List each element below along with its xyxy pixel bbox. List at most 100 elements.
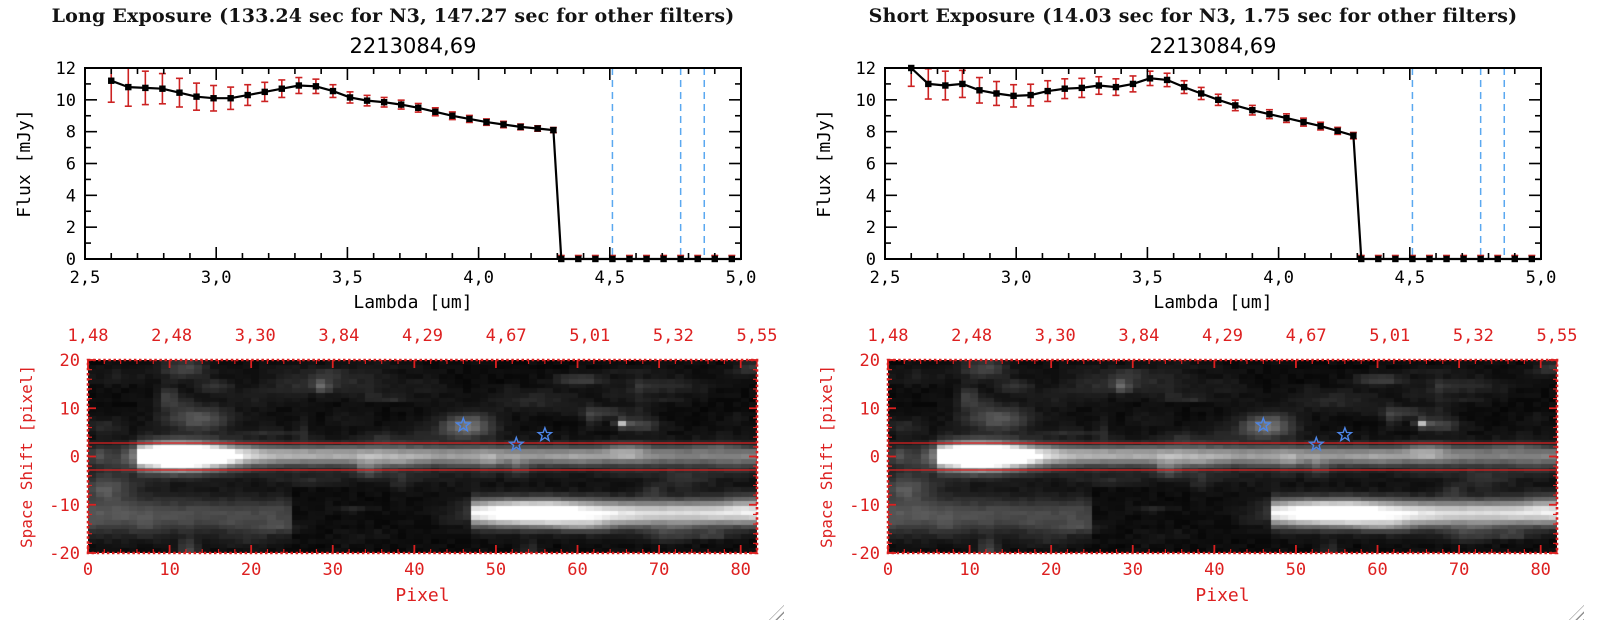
y-tick-label: 6 — [866, 155, 876, 175]
x-tick-label: 3,5 — [1132, 268, 1163, 288]
space-shift-tick-label: 20 — [860, 351, 880, 371]
panel-header-long: Long Exposure (133.24 sec for N3, 147.27… — [51, 5, 735, 27]
pixel-tick-label: 70 — [1449, 560, 1469, 580]
x-tick-label: 2,5 — [70, 268, 101, 288]
wavelength-top-label: 1,48 — [868, 326, 909, 346]
wavelength-top-label: 5,32 — [1453, 326, 1494, 346]
image-plot: 1,48 2,48 3,30 3,84 4,29 4,67 5,01 5,32 5,55 0 10 2… — [817, 326, 1577, 606]
pixel-tick-label: 30 — [1123, 560, 1143, 580]
space-shift-tick-label: 0 — [870, 448, 880, 468]
axis-ticks — [84, 67, 742, 260]
y-tick-label: 12 — [856, 59, 876, 79]
y-tick-label: 4 — [66, 186, 76, 206]
pixel-tick-label: 20 — [241, 560, 261, 580]
wavelength-top-label: 5,55 — [737, 326, 778, 346]
pixel-tick-label: 50 — [1286, 560, 1306, 580]
image-dotted-border — [886, 358, 1559, 555]
image-x-axis-label: Pixel — [395, 585, 449, 606]
wavelength-top-label: 4,29 — [402, 326, 443, 346]
panel-header-short: Short Exposure (14.03 sec for N3, 1.75 s… — [868, 5, 1518, 27]
spectrum-plot: 2213084,69 2,5 3,0 3,5 4,0 4,5 5,0 0 2 4 6 8 10 12 Lam… — [814, 34, 1556, 313]
x-tick-label: 4,5 — [1394, 268, 1425, 288]
y-axis-label: Flux [mJy] — [14, 109, 35, 217]
space-shift-tick-label: -10 — [849, 496, 880, 516]
source-star-marker — [536, 425, 554, 443]
x-tick-label: 4,0 — [1263, 268, 1294, 288]
wavelength-top-label: 1,48 — [68, 326, 109, 346]
pixel-tick-label: 40 — [404, 560, 424, 580]
pixel-tick-label: 40 — [1204, 560, 1224, 580]
wavelength-top-label: 2,48 — [951, 326, 992, 346]
wavelength-top-label: 4,67 — [486, 326, 527, 346]
x-tick-label: 5,0 — [726, 268, 757, 288]
pixel-tick-label: 60 — [567, 560, 587, 580]
space-shift-tick-label: 20 — [60, 351, 80, 371]
y-tick-label: 0 — [66, 250, 76, 270]
wavelength-top-label: 5,55 — [1537, 326, 1578, 346]
wavelength-top-label: 3,84 — [318, 326, 359, 346]
spectrum-plot: 2213084,69 2,5 3,0 3,5 4,0 4,5 5,0 0 2 4 6 8 10 12 Lam… — [14, 34, 756, 313]
wavelength-top-label: 4,67 — [1286, 326, 1327, 346]
spectral-2d-image — [888, 360, 1557, 553]
x-tick-label: 2,5 — [870, 268, 901, 288]
error-bars — [907, 67, 1536, 260]
space-shift-tick-label: -10 — [49, 496, 80, 516]
data-point-markers — [108, 77, 736, 263]
spectrum-and-image-chart: 2213084,69 2,5 3,0 3,5 4,0 4,5 5,0 0 2 4 6 8 10 12 Lam… — [814, 34, 1577, 606]
source-star-marker — [1336, 425, 1354, 443]
source-star-marker — [454, 416, 472, 433]
image-plot: 1,48 2,48 3,30 3,84 4,29 4,67 5,01 5,32 5,55 0 10 2… — [17, 326, 777, 606]
y-tick-label: 8 — [866, 123, 876, 143]
space-shift-tick-label: 10 — [860, 399, 880, 419]
y-tick-label: 10 — [56, 91, 76, 111]
wavelength-top-label: 5,32 — [653, 326, 694, 346]
space-shift-tick-label: -20 — [49, 544, 80, 564]
source-star-marker — [1254, 416, 1272, 433]
spectrum-and-image-chart: 2213084,69 2,5 3,0 3,5 4,0 4,5 5,0 0 2 4 6 8 10 12 Lam… — [14, 34, 777, 606]
wavelength-top-label: 2,48 — [151, 326, 192, 346]
axes-box — [884, 67, 1542, 260]
spectrum-title: 2213084,69 — [350, 34, 477, 58]
x-tick-label: 4,0 — [463, 268, 494, 288]
wavelength-top-label: 5,01 — [569, 326, 610, 346]
pixel-tick-label: 60 — [1367, 560, 1387, 580]
x-tick-label: 5,0 — [1526, 268, 1557, 288]
wavelength-top-label: 4,29 — [1202, 326, 1243, 346]
pixel-tick-label: 0 — [83, 560, 93, 580]
x-tick-label: 3,0 — [201, 268, 232, 288]
wavelength-top-label: 3,30 — [235, 326, 276, 346]
pixel-tick-label: 10 — [959, 560, 979, 580]
wavelength-top-label: 3,84 — [1118, 326, 1159, 346]
spectrum-title: 2213084,69 — [1150, 34, 1277, 58]
y-tick-label: 8 — [66, 123, 76, 143]
y-tick-label: 0 — [866, 250, 876, 270]
y-tick-label: 4 — [866, 186, 876, 206]
flux-line — [910, 67, 1541, 261]
wavelength-top-label: 5,01 — [1369, 326, 1410, 346]
x-tick-label: 4,5 — [594, 268, 625, 288]
pixel-tick-label: 10 — [159, 560, 179, 580]
wavelength-top-label: 3,30 — [1035, 326, 1076, 346]
flux-line — [110, 79, 741, 261]
pixel-tick-label: 30 — [323, 560, 343, 580]
source-star-marker — [1307, 435, 1325, 452]
x-axis-label: Lambda [um] — [1153, 292, 1272, 313]
space-shift-tick-label: 10 — [60, 399, 80, 419]
space-shift-tick-label: 0 — [70, 448, 80, 468]
image-dotted-border — [86, 358, 759, 555]
axes-box — [84, 67, 742, 260]
y-tick-label: 12 — [56, 59, 76, 79]
pixel-tick-label: 20 — [1041, 560, 1061, 580]
panel-short-exposure: Short Exposure (14.03 sec for N3, 1.75 s… — [800, 0, 1600, 630]
image-axis-ticks — [887, 359, 1557, 554]
image-x-axis-label: Pixel — [1195, 585, 1249, 606]
pixel-tick-label: 80 — [730, 560, 750, 580]
y-tick-label: 2 — [66, 218, 76, 238]
pixel-tick-label: 0 — [883, 560, 893, 580]
image-axis-ticks — [87, 359, 757, 554]
axis-ticks — [884, 67, 1542, 260]
image-y-axis-label: Space Shift [pixel] — [17, 365, 36, 548]
pixel-tick-label: 70 — [649, 560, 669, 580]
pixel-tick-label: 80 — [1530, 560, 1550, 580]
